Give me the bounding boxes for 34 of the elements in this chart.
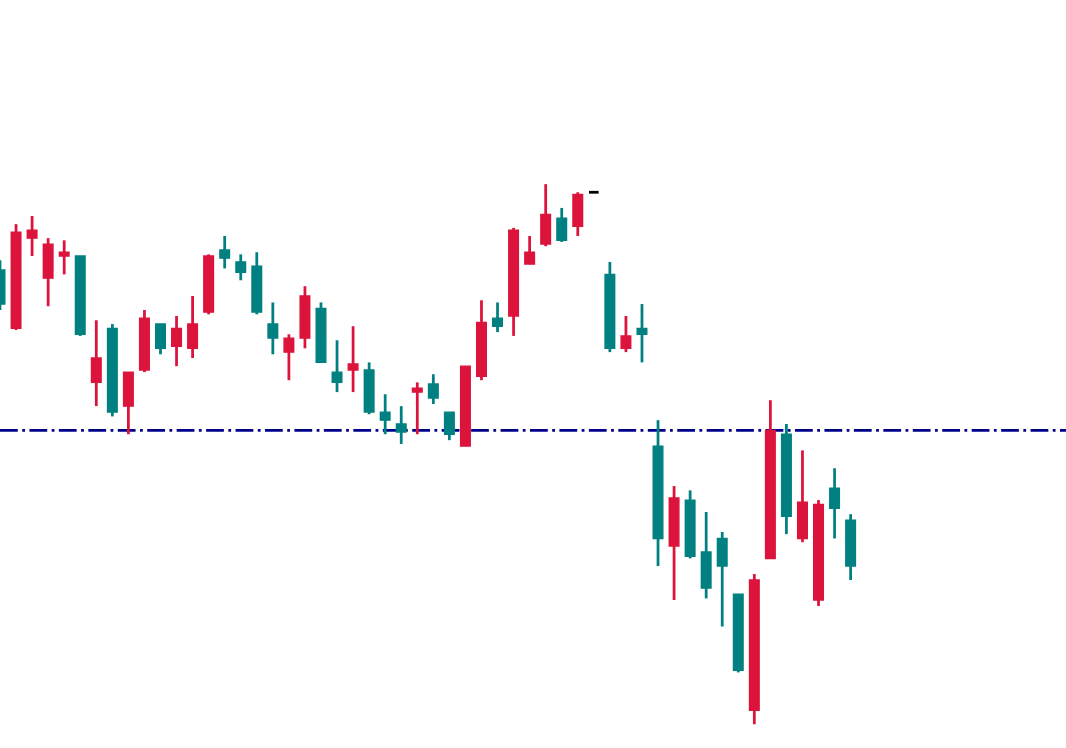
candlestick — [716, 530, 728, 628]
candlestick — [395, 404, 407, 446]
candlestick — [42, 236, 54, 308]
candlestick — [283, 332, 295, 382]
candlestick — [331, 338, 343, 394]
candlestick — [572, 190, 584, 238]
candlestick — [219, 234, 231, 270]
candlestick — [90, 318, 102, 408]
candlestick — [251, 250, 263, 316]
candlestick — [26, 214, 38, 258]
candlestick — [524, 234, 536, 266]
candlestick — [363, 361, 375, 416]
candlestick — [620, 314, 632, 354]
candlestick — [58, 238, 70, 276]
candlestick — [540, 182, 552, 248]
candlestick — [636, 302, 648, 364]
candlestick — [122, 370, 134, 436]
candlestick — [411, 380, 423, 436]
candlestick — [154, 322, 167, 356]
candlestick — [427, 372, 439, 406]
candlestick — [829, 466, 841, 540]
candlestick — [845, 512, 857, 582]
candlestick — [347, 324, 359, 394]
candlestick — [299, 284, 311, 350]
candlestick — [556, 206, 568, 244]
candlestick — [187, 294, 199, 360]
candlestick — [171, 314, 183, 368]
candlestick — [443, 410, 455, 442]
candlestick — [700, 510, 712, 600]
candlestick — [267, 301, 279, 356]
candlestick — [492, 301, 504, 334]
candlestick — [796, 449, 808, 544]
candlestick — [379, 392, 391, 436]
candlestick — [235, 252, 247, 282]
